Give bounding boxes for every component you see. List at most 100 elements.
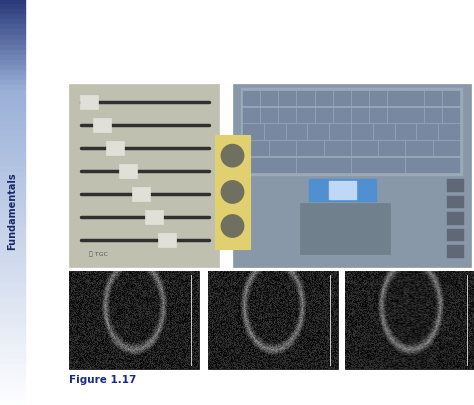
Bar xyxy=(145,210,163,224)
Bar xyxy=(0,213,25,218)
Bar xyxy=(0,395,25,400)
Bar xyxy=(0,5,25,10)
Bar xyxy=(106,142,124,156)
Bar xyxy=(0,25,25,30)
Bar xyxy=(0,294,25,299)
Text: Fundamentals: Fundamentals xyxy=(7,172,18,249)
Bar xyxy=(265,125,286,140)
Bar xyxy=(407,158,460,174)
Bar xyxy=(0,375,25,380)
Bar xyxy=(0,273,25,279)
Bar xyxy=(261,92,278,107)
Bar xyxy=(447,213,464,225)
Bar xyxy=(0,10,25,15)
Bar xyxy=(0,314,25,319)
Bar xyxy=(434,142,460,157)
Bar xyxy=(309,125,329,140)
Bar xyxy=(243,142,269,157)
Bar xyxy=(447,229,464,242)
Bar xyxy=(0,20,25,25)
Bar xyxy=(0,299,25,304)
Bar xyxy=(279,92,297,107)
Bar xyxy=(0,248,25,253)
Bar xyxy=(0,319,25,324)
Bar xyxy=(243,158,297,174)
Bar xyxy=(0,309,25,314)
Bar xyxy=(233,85,471,267)
Bar xyxy=(298,158,351,174)
Bar xyxy=(0,243,25,248)
Bar xyxy=(0,91,25,96)
Bar xyxy=(0,106,25,111)
Bar xyxy=(0,86,25,91)
Bar xyxy=(0,192,25,198)
Bar xyxy=(0,182,25,187)
Bar xyxy=(243,92,260,107)
Circle shape xyxy=(221,215,244,238)
Bar xyxy=(407,142,433,157)
Bar xyxy=(309,180,376,202)
Bar xyxy=(69,85,219,267)
Bar xyxy=(0,268,25,273)
Bar xyxy=(352,125,373,140)
Bar xyxy=(0,370,25,375)
Bar xyxy=(298,109,315,124)
Bar xyxy=(443,109,460,124)
Bar xyxy=(80,96,98,110)
Bar xyxy=(0,147,25,152)
Bar xyxy=(0,46,25,51)
Bar xyxy=(0,390,25,395)
Bar xyxy=(0,279,25,284)
Bar xyxy=(0,177,25,182)
Bar xyxy=(316,109,333,124)
Bar xyxy=(0,81,25,86)
Bar xyxy=(0,364,25,370)
Bar xyxy=(330,125,351,140)
Text: Figure 1.17: Figure 1.17 xyxy=(69,374,137,384)
Bar xyxy=(0,136,25,142)
Bar xyxy=(447,245,464,258)
Bar xyxy=(407,92,424,107)
Bar xyxy=(0,334,25,339)
Bar xyxy=(243,125,264,140)
Bar xyxy=(132,188,150,201)
Bar xyxy=(119,164,137,179)
Bar xyxy=(352,92,369,107)
Bar xyxy=(241,89,463,176)
Bar xyxy=(215,136,250,249)
Bar xyxy=(0,101,25,106)
Bar xyxy=(447,180,464,192)
Text: ⤵ TGC: ⤵ TGC xyxy=(89,251,108,256)
Bar xyxy=(243,109,260,124)
Bar xyxy=(329,182,356,199)
Bar xyxy=(0,187,25,192)
Bar xyxy=(0,117,25,121)
Bar xyxy=(370,109,387,124)
Bar xyxy=(0,71,25,76)
Bar xyxy=(0,126,25,132)
Bar xyxy=(443,92,460,107)
Bar xyxy=(0,132,25,136)
Bar xyxy=(425,109,442,124)
Bar xyxy=(334,109,351,124)
Bar xyxy=(158,233,176,247)
Bar xyxy=(0,142,25,147)
Bar xyxy=(0,40,25,45)
Bar xyxy=(374,125,394,140)
Bar xyxy=(93,119,111,133)
Bar xyxy=(0,207,25,213)
Bar xyxy=(0,400,25,405)
Bar xyxy=(0,329,25,334)
Bar xyxy=(0,51,25,55)
Bar xyxy=(0,202,25,207)
Bar xyxy=(261,109,278,124)
Bar xyxy=(407,109,424,124)
Bar xyxy=(0,167,25,172)
Circle shape xyxy=(221,181,244,204)
Bar xyxy=(287,125,308,140)
Bar xyxy=(0,288,25,294)
Bar xyxy=(345,271,474,369)
Bar xyxy=(316,92,333,107)
Bar xyxy=(352,109,369,124)
Circle shape xyxy=(221,145,244,167)
